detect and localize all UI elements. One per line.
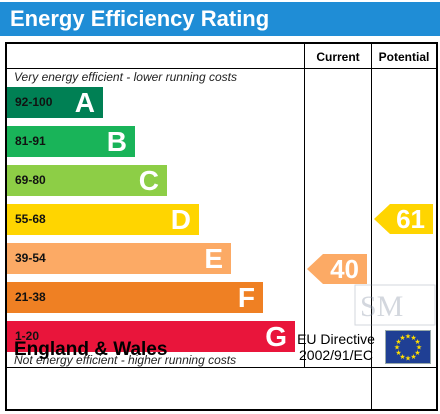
directive-line-1: EU Directive xyxy=(297,331,375,347)
band-d: 55-68 D xyxy=(7,204,199,235)
band-e: 39-54 E xyxy=(7,243,231,274)
eu-star-icon: ★ xyxy=(405,355,411,363)
band-c: 69-80 C xyxy=(7,165,167,196)
band-letter: B xyxy=(106,126,127,157)
directive-line-2: 2002/91/EC xyxy=(299,347,373,363)
potential-column-header: Potential xyxy=(378,50,430,64)
eu-directive: EU Directive 2002/91/EC xyxy=(295,331,377,363)
band-letter: C xyxy=(138,165,159,196)
eu-star-icon: ★ xyxy=(416,344,422,352)
band-range: 81-91 xyxy=(15,134,46,148)
band-letter: E xyxy=(204,243,223,274)
top-note: Very energy efficient - lower running co… xyxy=(14,70,237,84)
svg-text:SM: SM xyxy=(360,290,403,323)
footer-region: England & Wales xyxy=(14,339,168,360)
rating-table: Current Potential Very energy efficient … xyxy=(5,42,438,411)
band-b: 81-91 B xyxy=(7,126,135,157)
potential-column-divider xyxy=(371,44,372,367)
band-range: 1-20 xyxy=(15,329,40,343)
band-range: 69-80 xyxy=(15,173,46,187)
band-letter: G xyxy=(265,321,287,352)
eu-star-icon: ★ xyxy=(395,349,401,357)
eu-star-icon: ★ xyxy=(414,338,420,346)
band-letter: A xyxy=(74,87,95,118)
eu-star-icon: ★ xyxy=(399,353,405,361)
eu-star-icon: ★ xyxy=(410,353,416,361)
band-a: 92-100 A xyxy=(7,87,103,118)
header-divider xyxy=(7,68,436,69)
footer-column-divider xyxy=(371,367,372,409)
current-rating-arrow: 40 xyxy=(307,254,367,284)
title-bar: Energy Efficiency Rating xyxy=(0,2,440,36)
current-column-divider xyxy=(304,44,305,367)
band-letter: D xyxy=(170,204,191,235)
potential-rating-value: 61 xyxy=(396,204,425,234)
band-range: 55-68 xyxy=(15,212,46,226)
band-range: 21-38 xyxy=(15,290,46,304)
eu-star-icon: ★ xyxy=(399,334,405,342)
current-rating-value: 40 xyxy=(330,254,359,284)
potential-rating-arrow: 61 xyxy=(374,204,433,234)
eu-stars: ★★★★★★★★★ ★ ★★ xyxy=(394,333,422,363)
eu-flag-icon: ★ ★ ★ ★ ★ ★ ★ ★ ★ ★ ★ ★ xyxy=(385,330,431,364)
page-title: Energy Efficiency Rating xyxy=(10,6,270,31)
band-range: 92-100 xyxy=(15,95,53,109)
bottom-note: Not energy efficient - higher running co… xyxy=(14,353,237,367)
band-g: 1-20 G xyxy=(7,321,295,352)
eu-star-icon: ★ xyxy=(405,333,411,341)
company-logo-watermark: SM xyxy=(354,284,436,326)
watermark-logo: SM xyxy=(354,284,436,326)
eu-star-icon: ★ xyxy=(395,338,401,346)
band-range: 39-54 xyxy=(15,251,46,265)
eu-star-icon: ★ xyxy=(394,344,400,352)
footer-divider xyxy=(7,367,436,368)
band-letter: F xyxy=(237,282,255,313)
eu-star-icon: ★ xyxy=(414,349,420,357)
current-column-header: Current xyxy=(316,50,360,64)
eu-star-icon: ★ xyxy=(410,334,416,342)
band-f: 21-38 F xyxy=(7,282,263,313)
